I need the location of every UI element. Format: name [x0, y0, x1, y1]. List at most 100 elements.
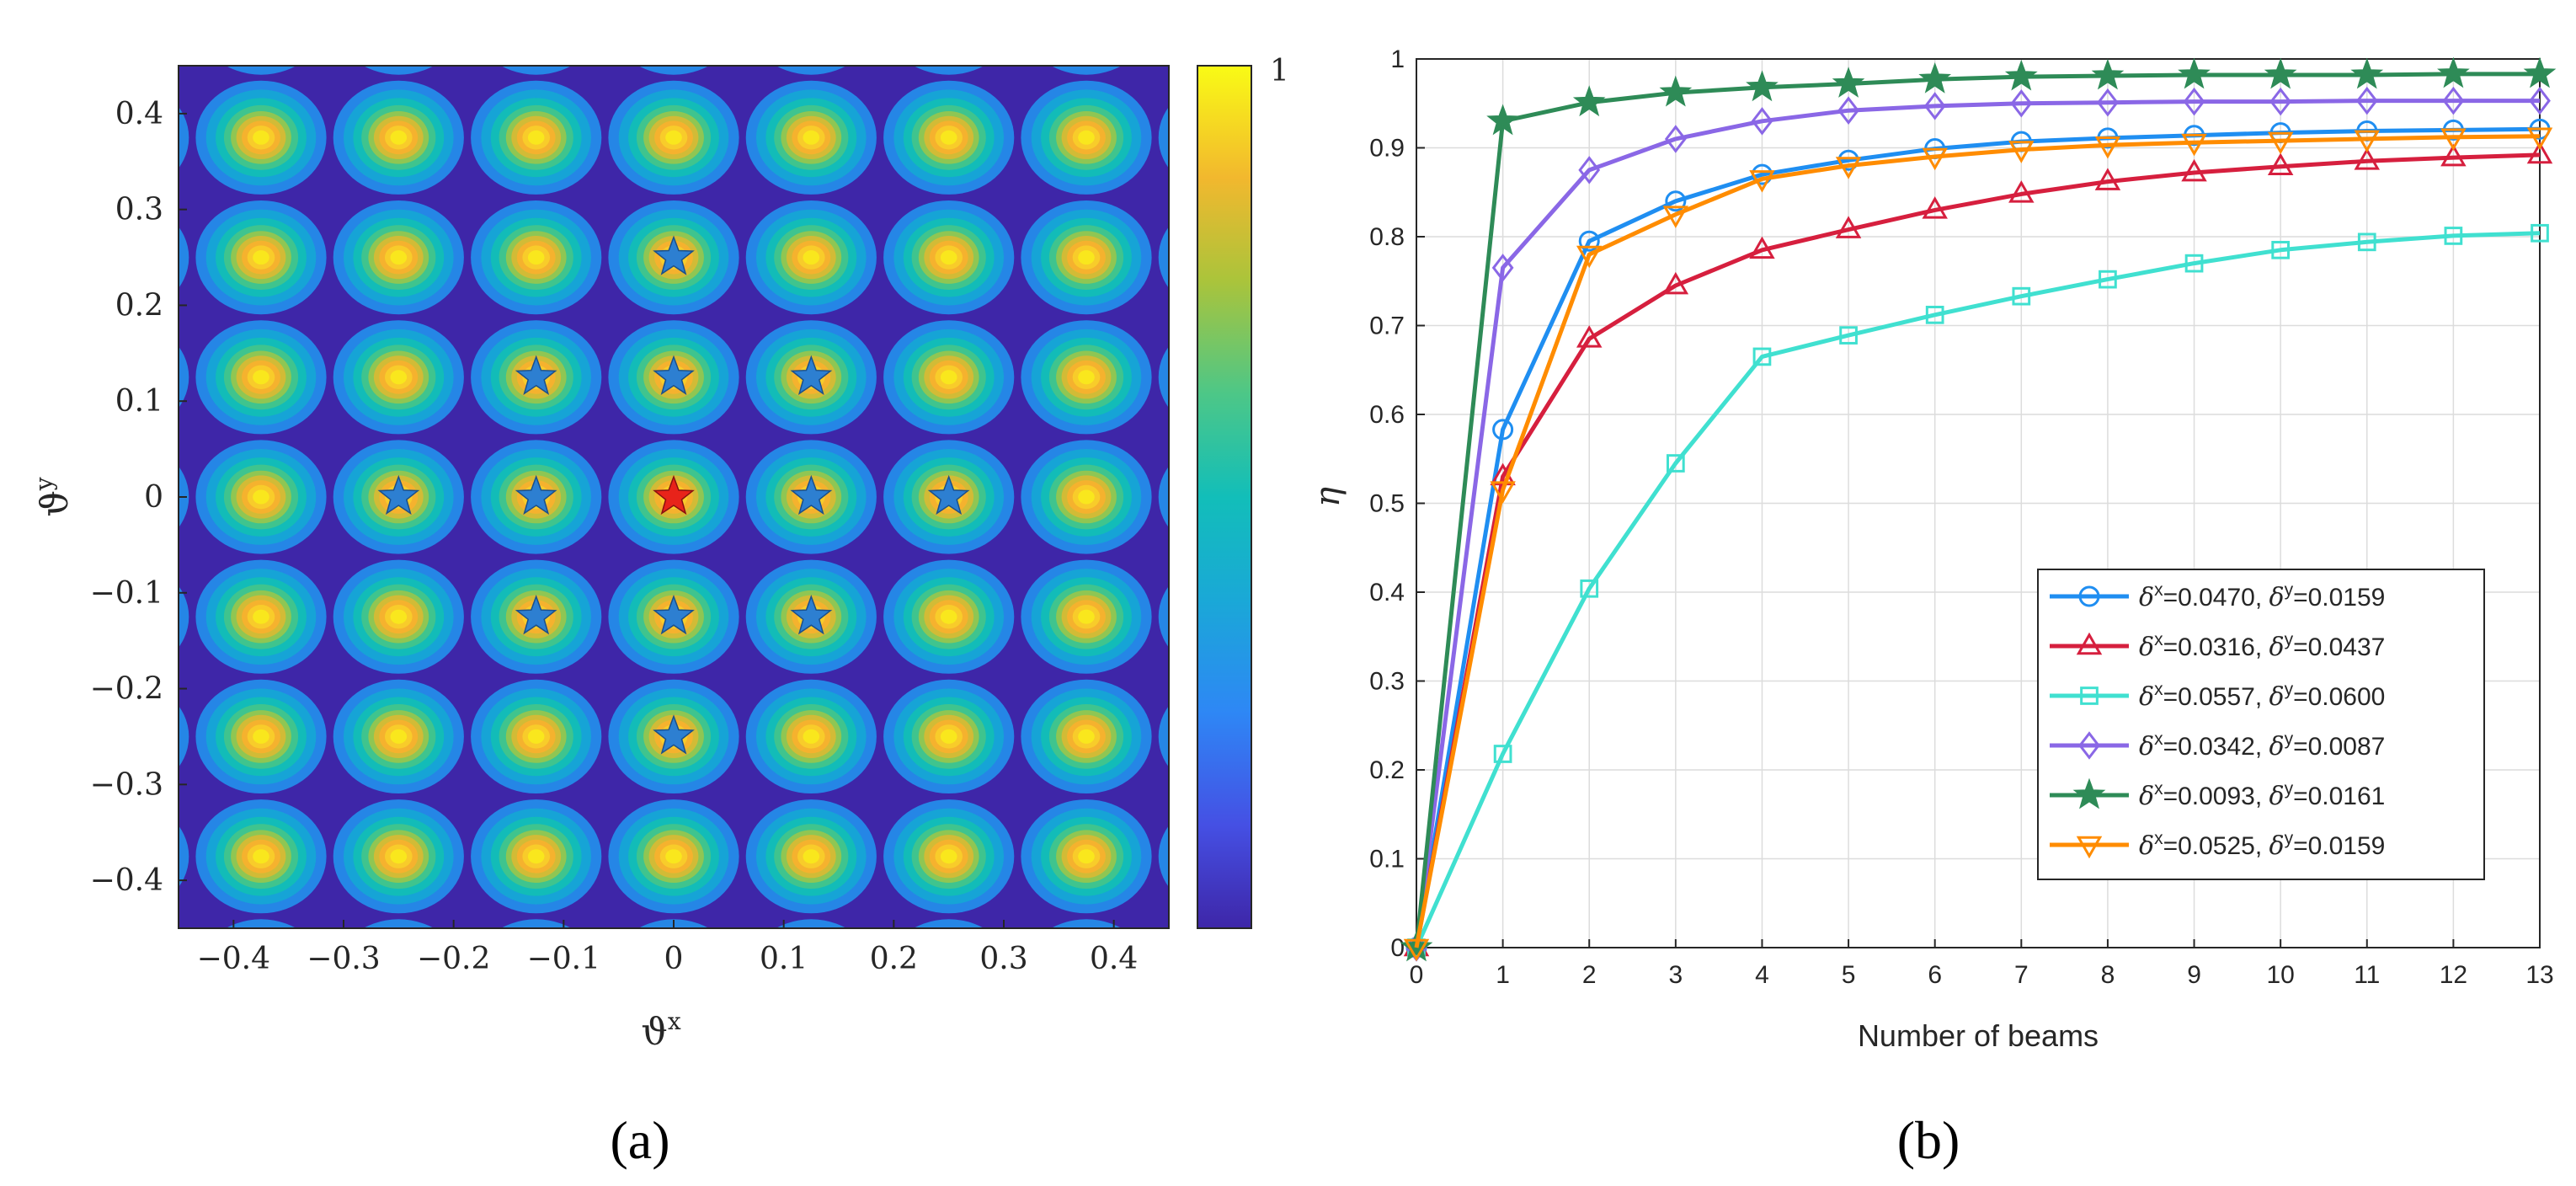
y-tick-label: −0.4 — [90, 863, 163, 898]
heatmap-peak — [58, 0, 189, 75]
heatmap-ring — [226, 919, 296, 928]
legend-delta-symbol: δ — [2269, 831, 2285, 861]
heatmap-ring — [1078, 11, 1095, 25]
heatmap-ring — [109, 724, 137, 748]
legend-delta-symbol: δ — [2269, 633, 2285, 662]
heatmap-peak — [912, 919, 986, 1009]
heatmap-ring — [353, 0, 444, 57]
y-tick-label: 0.3 — [115, 193, 163, 227]
heatmap-ring — [940, 130, 957, 145]
heatmap-peak — [883, 559, 1015, 674]
heatmap-ring — [231, 0, 291, 44]
heatmap-peak — [608, 679, 739, 794]
heatmap-ring — [1158, 466, 1169, 528]
series-marker — [1839, 326, 1858, 345]
heatmap-ring — [500, 66, 572, 75]
heatmap-ring — [1204, 1, 1243, 35]
series-marker — [1578, 230, 1600, 252]
heatmap-ring — [665, 11, 682, 25]
heatmap-ring — [115, 250, 132, 264]
series-marker — [1491, 254, 1514, 282]
heatmap-peak — [195, 559, 327, 674]
x-tick-label: 5 — [1842, 961, 1856, 989]
heatmap-ring — [179, 825, 189, 888]
heatmap-peak — [628, 0, 719, 75]
legend-entry: δx=0.0557, δy=0.0600 — [2050, 680, 2385, 712]
heatmap-ring — [115, 370, 132, 384]
heatmap-ring — [1073, 6, 1101, 29]
heatmap-ring — [1032, 0, 1142, 66]
heatmap-ring — [912, 944, 986, 1009]
legend-delta-symbol: δ — [2269, 583, 2285, 612]
series-marker — [2178, 57, 2211, 89]
heatmap-ring — [643, 0, 704, 44]
blue-star-marker — [790, 474, 833, 516]
heatmap-ring — [527, 849, 545, 864]
heatmap-peak — [195, 80, 327, 195]
series-marker — [1923, 92, 1946, 120]
heatmap-ring — [919, 950, 979, 1003]
heatmap-y-ticks: 0.4 0.3 0.2 0.1 0 −0.1 −0.2 −0.3 −0.4 — [90, 97, 187, 898]
heatmap-ring — [99, 475, 148, 518]
legend-entry: δx=0.0342, δy=0.0087 — [2050, 729, 2385, 761]
panel-a-label: (a) — [610, 1110, 669, 1170]
heatmap-ring — [78, 697, 169, 777]
series-marker — [2267, 131, 2294, 155]
x-tick-label: 12 — [2440, 961, 2467, 989]
heatmap-ring — [481, 0, 591, 66]
heatmap-ring — [344, 0, 454, 66]
heatmap-ring — [913, 919, 984, 928]
legend-delta-symbol: δ — [2139, 732, 2154, 761]
heatmap-ring — [628, 0, 719, 57]
heatmap-ring — [253, 250, 269, 265]
x-tick-label: 1 — [1496, 961, 1510, 989]
heatmap-peak — [1021, 200, 1152, 315]
y-tick-label: 0.4 — [1369, 579, 1405, 606]
series-marker — [1665, 190, 1687, 212]
series-marker — [1749, 236, 1775, 259]
x-tick-label: 2 — [1582, 961, 1597, 989]
line-chart-x-ticks: 0 1 2 3 4 5 6 7 8 9 10 11 12 13 — [1410, 939, 2554, 989]
heatmap-ring — [776, 919, 847, 928]
heatmap-y-label: ϑy — [30, 477, 77, 516]
heatmap-ring — [1078, 729, 1095, 744]
heatmap-peak — [883, 80, 1015, 195]
heatmap-ring — [1078, 370, 1095, 385]
heatmap-ring — [1158, 705, 1169, 767]
legend-sup: y — [2285, 680, 2294, 699]
blue-star-marker — [790, 355, 833, 395]
heatmap-ring — [93, 710, 154, 763]
series-marker — [1751, 107, 1773, 136]
heatmap-ring — [1078, 250, 1095, 265]
series-marker — [1662, 271, 1689, 295]
heatmap-ring — [511, 0, 561, 40]
heatmap-ring — [803, 849, 820, 864]
heatmap-peak — [58, 919, 189, 1033]
legend-value: =0.0437 — [2293, 633, 2385, 661]
series-marker — [1572, 85, 1606, 117]
heatmap-ring — [940, 729, 957, 744]
heatmap-ring — [893, 0, 1004, 66]
heatmap-peak — [195, 200, 327, 315]
heatmap-ring — [803, 729, 820, 744]
heatmap-ring — [390, 250, 408, 265]
heatmap-ring — [104, 1, 143, 35]
legend-label: δx=0.0093, δy=0.0161 — [2139, 779, 2385, 811]
heatmap-ring — [1158, 346, 1169, 409]
series-marker — [1580, 579, 1599, 598]
series-marker — [2264, 57, 2297, 89]
heatmap-ring — [93, 231, 154, 284]
x-tick-label: −0.1 — [527, 942, 600, 976]
legend-delta-symbol: δ — [2269, 732, 2285, 761]
heatmap-ring — [1041, 0, 1132, 57]
series-marker — [2354, 130, 2381, 153]
legend-value: =0.0525, — [2163, 832, 2269, 860]
y-tick-label: 0.6 — [1369, 401, 1405, 429]
heatmap-ring — [253, 489, 269, 505]
heatmap-ring — [78, 0, 169, 57]
series-marker — [2181, 133, 2207, 157]
heatmap-ring — [179, 106, 189, 168]
x-tick-label: 0 — [1410, 961, 1424, 989]
series-marker — [1749, 170, 1775, 193]
